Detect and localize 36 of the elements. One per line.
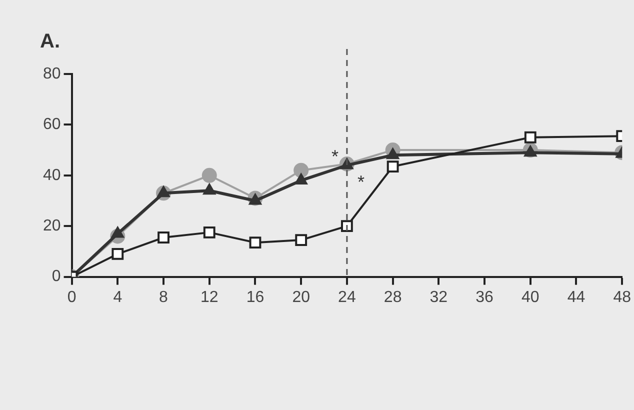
x-tick-label: 4 <box>113 288 122 306</box>
y-tick-label: 80 <box>43 65 61 82</box>
point <box>386 148 400 160</box>
chart-title: A. <box>40 30 60 53</box>
x-tick-label: 20 <box>292 288 310 306</box>
point <box>249 236 262 249</box>
point <box>202 168 217 183</box>
annotation: * <box>331 146 338 167</box>
point <box>158 232 170 244</box>
point <box>341 220 353 232</box>
y-tick-label: 20 <box>43 218 61 235</box>
point <box>203 226 216 238</box>
y-tick-label: 40 <box>43 166 61 184</box>
point <box>111 226 124 238</box>
point <box>112 248 124 260</box>
point <box>202 183 216 195</box>
point <box>156 186 170 198</box>
x-tick-label: 48 <box>613 288 632 306</box>
point <box>294 162 309 178</box>
point <box>386 160 399 172</box>
x-tick-label: 40 <box>521 288 540 306</box>
x-tick-label: 44 <box>567 288 586 306</box>
point <box>524 131 536 144</box>
annotation: * <box>357 172 364 192</box>
point <box>294 172 308 184</box>
x-tick-label: 8 <box>159 288 168 306</box>
y-tick-label: 60 <box>43 116 61 134</box>
x-tick-label: 16 <box>246 288 264 306</box>
x-tick-label: 28 <box>384 288 402 306</box>
x-tick-label: 12 <box>200 288 218 306</box>
y-tick-label: 0 <box>52 268 61 286</box>
point <box>295 234 308 246</box>
x-tick-label: 24 <box>338 288 356 306</box>
x-tick-label: 0 <box>67 288 76 306</box>
x-tick-label: 32 <box>430 288 448 306</box>
x-tick-label: 36 <box>476 288 494 306</box>
